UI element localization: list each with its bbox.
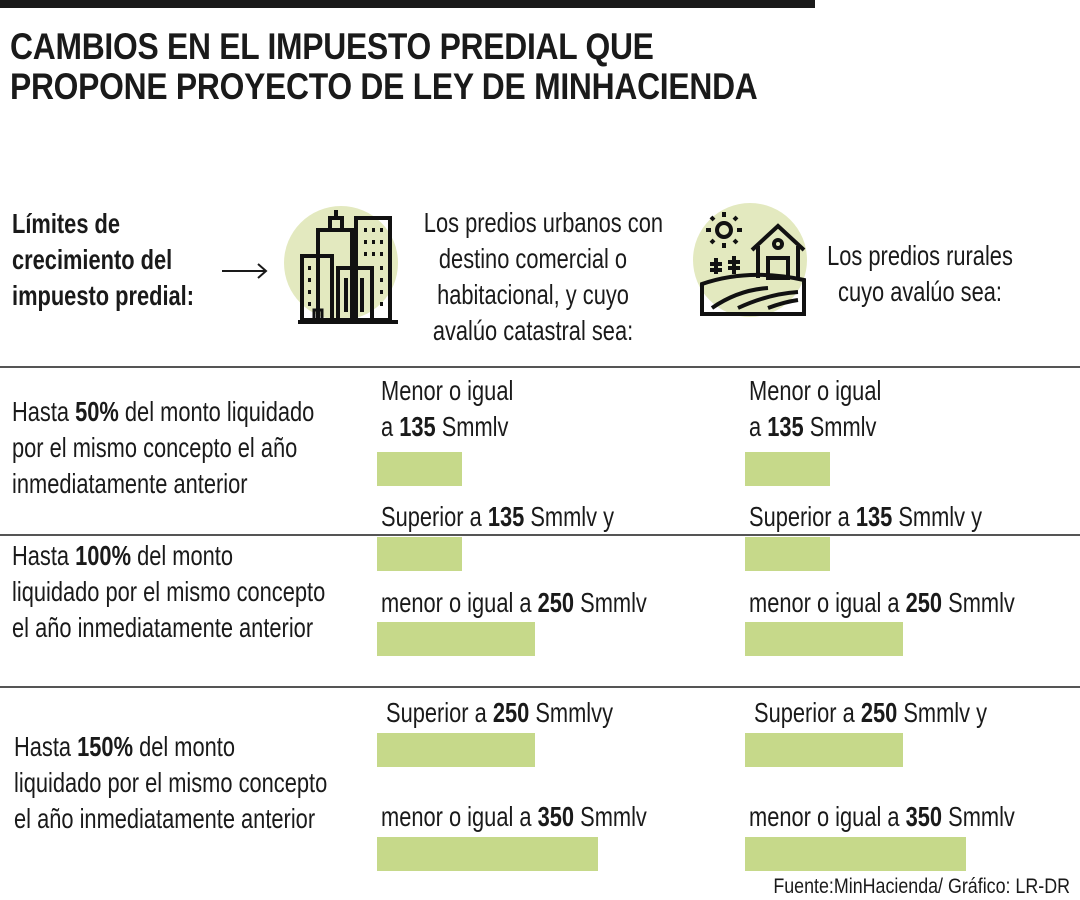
limits-label-line: impuesto predial:: [12, 280, 195, 311]
urban-threshold-bar: [377, 837, 598, 871]
limit-percent: 150%: [77, 731, 133, 762]
rural-description-line: Los predios rurales: [827, 240, 1013, 271]
rural-threshold-bar: [745, 537, 830, 571]
rural-description: Los predios rurales cuyo avalúo sea:: [826, 238, 1013, 310]
rural-threshold-label: Menor o igual: [749, 375, 882, 406]
urban-description-line: destino comercial o: [438, 243, 628, 274]
top-rule: [0, 0, 815, 8]
urban-description-line: Los predios urbanos con: [423, 207, 663, 238]
rural-threshold-bar: [745, 733, 903, 767]
limit-150: Hasta 150% del monto liquidado por el mi…: [14, 731, 328, 834]
rural-threshold-label: menor o igual a 350 Smmlv: [749, 801, 1015, 832]
divider: [0, 366, 1080, 368]
divider: [0, 686, 1080, 688]
rural-threshold-bar: [745, 837, 966, 871]
limits-label-line: crecimiento del: [12, 244, 173, 275]
rural-threshold-label: Superior a 135 Smmlv y: [749, 501, 983, 532]
urban-description-line: avalúo catastral sea:: [432, 315, 634, 346]
limit-percent: 100%: [75, 540, 131, 571]
urban-threshold-label: Menor o igual: [381, 375, 514, 406]
limit-100: Hasta 100% del monto liquidado por el mi…: [12, 540, 326, 643]
limit-percent: 50%: [75, 396, 119, 427]
divider: [0, 534, 1080, 536]
rural-threshold-label: a 135 Smmlv: [749, 411, 877, 442]
urban-threshold-label: a 135 Smmlv: [381, 411, 509, 442]
urban-threshold-bar: [377, 733, 535, 767]
arrow-right-icon: [222, 263, 268, 279]
rural-threshold-bar: [745, 452, 830, 486]
limits-label-line: Límites de: [12, 208, 121, 239]
limit-50: Hasta 50% del monto liquidado por el mis…: [12, 396, 315, 499]
farm-house-icon: [700, 212, 806, 316]
urban-threshold-label: Superior a 135 Smmlv y: [381, 501, 615, 532]
urban-threshold-bar: [377, 452, 462, 486]
urban-description-line: habitacional, y cuyo: [437, 279, 629, 310]
rural-threshold-label: Superior a 250 Smmlv y: [754, 697, 988, 728]
urban-threshold-label: menor o igual a 350 Smmlv: [381, 801, 647, 832]
urban-threshold-bar: [377, 622, 535, 656]
urban-threshold-label: menor o igual a 250 Smmlv: [381, 587, 647, 618]
title-line-1: CAMBIOS EN EL IMPUESTO PREDIAL QUE: [10, 26, 654, 67]
source-note: Fuente:MinHacienda/ Gráfico: LR-DR: [773, 875, 1070, 898]
limits-label: Límites de crecimiento del impuesto pred…: [12, 206, 194, 314]
title-line-2: PROPONE PROYECTO DE LEY DE MINHACIENDA: [10, 66, 758, 107]
urban-threshold-label: Superior a 250 Smmlvy: [386, 697, 613, 728]
buildings-icon: [298, 210, 398, 324]
urban-description: Los predios urbanos con destino comercia…: [423, 205, 663, 349]
rural-description-line: cuyo avalúo sea:: [838, 276, 1002, 307]
rural-threshold-bar: [745, 622, 903, 656]
urban-threshold-bar: [377, 537, 462, 571]
rural-threshold-label: menor o igual a 250 Smmlv: [749, 587, 1015, 618]
